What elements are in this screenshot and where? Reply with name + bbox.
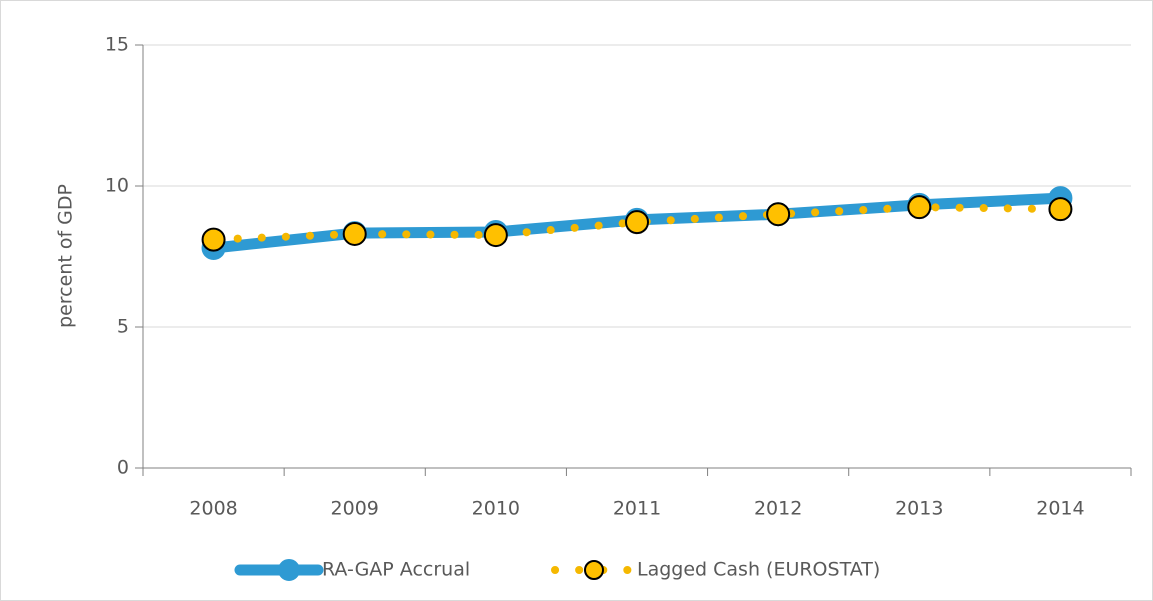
x-tick-label: 2009 (331, 498, 379, 520)
y-axis-label: percent of GDP (55, 184, 77, 328)
legend-label: Lagged Cash (EUROSTAT) (637, 559, 880, 581)
data-point (342, 221, 367, 246)
data-point (907, 195, 932, 220)
legend-marker (278, 559, 300, 581)
data-point (625, 210, 649, 235)
x-tick-label: 2011 (613, 498, 661, 520)
y-tick-label: 5 (117, 316, 129, 338)
data-point (483, 223, 508, 248)
data-point (766, 202, 791, 227)
data-point (201, 227, 226, 252)
legend-marker (584, 560, 604, 580)
y-tick-label: 0 (117, 457, 129, 479)
y-tick-label: 15 (105, 34, 129, 56)
x-tick-label: 2012 (754, 498, 802, 520)
x-tick-label: 2013 (895, 498, 943, 520)
y-tick-label: 10 (105, 175, 129, 197)
x-tick-label: 2014 (1036, 498, 1084, 520)
data-point (1048, 197, 1073, 222)
x-tick-label: 2008 (189, 498, 237, 520)
legend-label: RA-GAP Accrual (322, 559, 470, 581)
x-tick-label: 2010 (472, 498, 520, 520)
